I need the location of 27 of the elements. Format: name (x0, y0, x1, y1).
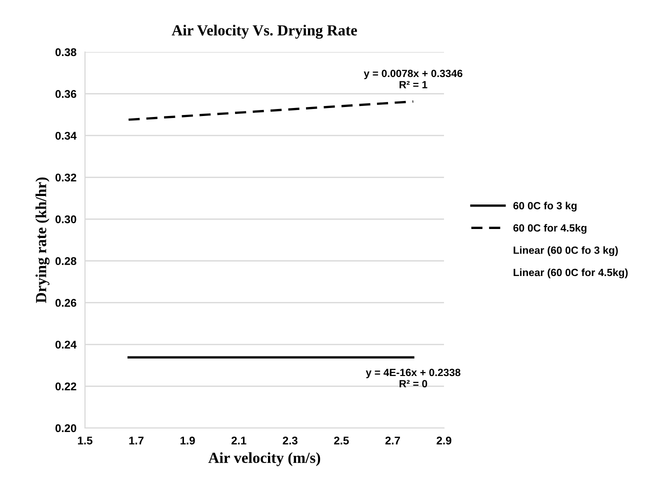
annotation: y = 0.0078x + 0.3346 R² = 1 (364, 70, 462, 88)
x-tick-label: 1.7 (129, 436, 144, 444)
y-tick-label: 0.26 (55, 298, 76, 307)
x-tick-label: 2.1 (232, 436, 246, 444)
y-tick-label: 0.32 (55, 174, 76, 182)
text: Linear (60 0C fo 3 kg) (514, 246, 618, 256)
y-tick-label: 0.24 (55, 340, 77, 349)
legend-label: 60 0C fo 3 kg (513, 202, 577, 212)
text: Linear (60 0C for 4.5kg) (514, 268, 628, 278)
y-tick-label: 0.28 (55, 257, 76, 266)
x-tick-label: 1.5 (78, 436, 92, 444)
chart-title: Air Velocity Vs. Drying Rate (172, 24, 357, 39)
legend-label: 60 0C for 4.5kg (513, 224, 586, 234)
x-tick-label: 2.3 (282, 436, 298, 445)
y-tick-label: 0.30 (55, 215, 76, 224)
x-tick-label: 2.5 (334, 436, 349, 444)
y-tick-label: 0.36 (55, 90, 76, 98)
y-axis-title: Drying rate (kh/hr) (36, 177, 50, 303)
y-tick-label: 0.34 (55, 132, 77, 140)
annotation: y = 4E-16x + 0.2338 R² = 0 (366, 368, 460, 388)
x-tick-label: 2.7 (385, 436, 400, 444)
x-tick-label: 1.9 (180, 436, 195, 444)
y-tick-label: 0.38 (55, 48, 76, 56)
y-tick-label: 0.22 (55, 382, 76, 390)
y-tick-label: 0.20 (55, 424, 76, 432)
x-axis-title: Air velocity (m/s) (208, 452, 320, 466)
x-tick-label: 2.9 (436, 436, 452, 444)
